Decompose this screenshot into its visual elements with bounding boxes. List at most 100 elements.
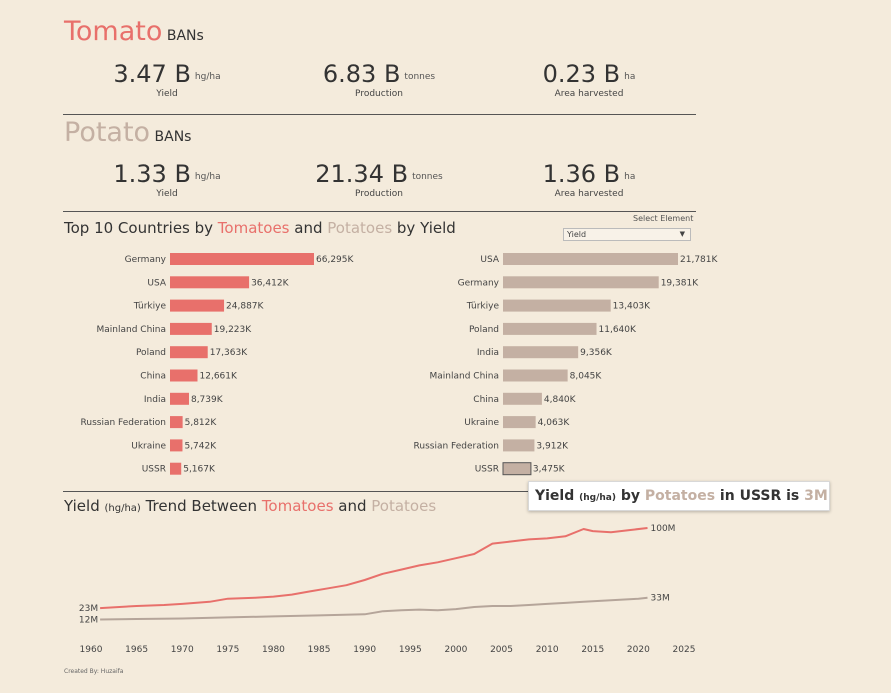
title-part: Yield [64,497,105,515]
tomato-bar [170,416,183,429]
potato-bar-chart: USA 21,781K Germany 19,381K Türkiye 13,403K Po… [414,253,718,476]
title-part: and [289,219,328,237]
tomato-bar [170,439,183,452]
potato-category-label: Russian Federation [414,441,499,451]
tomato-value-label: 5,812K [185,418,218,428]
potato-value-label: 3,912K [536,441,569,451]
potato-value-label: 21,781K [680,255,718,265]
tomato-bar [170,369,198,382]
potato-value-label: 11,640K [599,325,637,335]
ban-value: 1.33 B [113,160,191,188]
potato-bar [503,416,536,429]
tomato-category-label: Türkiye [133,302,167,312]
tomato-bar [170,462,182,475]
tooltip-value: 3M [804,488,828,504]
ban-label: Area harvested [554,189,624,199]
tomato-bar [170,346,208,359]
series-end-label: 33M [651,594,670,604]
potato-bar [503,346,579,359]
ban-value: 6.83 B [322,60,401,88]
ban-label: Yield [156,89,178,99]
x-tick-label: 2005 [490,645,513,655]
potato-value-label: 4,063K [538,418,571,428]
series-end-label: 100M [651,524,676,534]
potato-value-label: 9,356K [580,348,613,358]
ban-unit: hg/ha [194,172,221,182]
tomato-category-label: China [140,372,166,382]
potato-bar [503,299,611,312]
tomato-value-label: 5,742K [184,441,217,451]
divider [63,211,696,212]
potato-bar [503,392,542,405]
tomato-category-label: Russian Federation [81,418,166,428]
tomato-value-label: 12,661K [200,372,238,382]
x-tick-label: 1990 [353,645,376,655]
tomato-title-rest: BANs [166,28,204,44]
tomato-category-label: Mainland China [97,325,167,335]
tomato-trend-line [100,527,648,610]
tooltip: Yield (hg/ha) by Potatoes in USSR is 3M [528,481,830,511]
tomato-value-label: 17,363K [210,348,248,358]
tomato-category-label: USSR [142,465,166,475]
trend-line-chart: 1960 1965 1970 1975 1980 1985 1990 1995 2000 2005… [79,524,696,655]
ban-label: Yield [156,189,178,199]
tomato-title-word: Tomato [64,16,163,47]
x-tick-label: 1985 [308,645,331,655]
potato-bar [503,369,568,382]
tomato-value-label: 66,295K [316,255,354,265]
tooltip-unit: (hg/ha) [579,493,616,503]
ban-label: Production [355,189,403,199]
select-element-label: Select Element [633,214,694,223]
title-part: by Yield [392,219,456,237]
ban-unit: ha [624,172,636,182]
potato-category-label: Türkiye [466,302,500,312]
title-unit: (hg/ha) [104,503,141,514]
tooltip-part: in USSR is [715,488,805,504]
tomato-category-label: Ukraine [131,441,166,451]
tooltip-crop: Potatoes [644,488,716,504]
tomato-category-label: Poland [136,348,166,358]
ban-unit: tonnes [412,172,443,182]
potato-category-label: Poland [469,325,499,335]
ban-value: 21.34 B [315,160,409,188]
x-tick-label: 1980 [262,645,285,655]
tooltip-part: Yield [535,488,580,504]
title-part: and [333,497,372,515]
potato-bar [503,322,597,335]
tomato-bans-title: Tomato BANs [64,16,204,47]
tomato-category-label: USA [147,278,166,288]
element-select[interactable]: Yield ▼ [563,228,691,241]
trend-title: Yield (hg/ha) Trend Between Tomatoes and… [64,497,436,515]
potato-bar [503,253,678,265]
potato-title-word: Potato [64,117,151,148]
ban-unit: tonnes [404,72,436,82]
potato-trend-line [100,596,648,621]
x-tick-label: 2025 [673,645,696,655]
tomato-bar [170,322,212,335]
potato-value-label: 4,840K [544,395,577,405]
title-tomatoes: Tomatoes [261,497,334,515]
tomato-bar [170,299,225,312]
series-start-label: 23M [79,604,98,614]
tomato-bar [170,253,314,265]
x-tick-label: 1965 [125,645,148,655]
ban-unit: hg/ha [194,72,221,82]
potato-bans-title: Potato BANs [64,117,191,148]
tomato-category-label: Germany [125,255,167,265]
potato-category-label: Mainland China [430,372,500,382]
divider [63,114,696,115]
tomato-category-label: India [144,395,166,405]
x-tick-label: 1995 [399,645,422,655]
x-tick-label: 1970 [171,645,194,655]
ban-label: Area harvested [554,89,624,99]
tomato-bar [170,392,189,405]
title-potatoes: Potatoes [327,219,393,237]
potato-category-label: India [477,348,499,358]
x-tick-label: 2020 [627,645,650,655]
credit-text: Created By: Huzaifa [64,668,124,675]
title-part: Top 10 Countries by [64,219,218,237]
tooltip-part: by [615,488,645,504]
